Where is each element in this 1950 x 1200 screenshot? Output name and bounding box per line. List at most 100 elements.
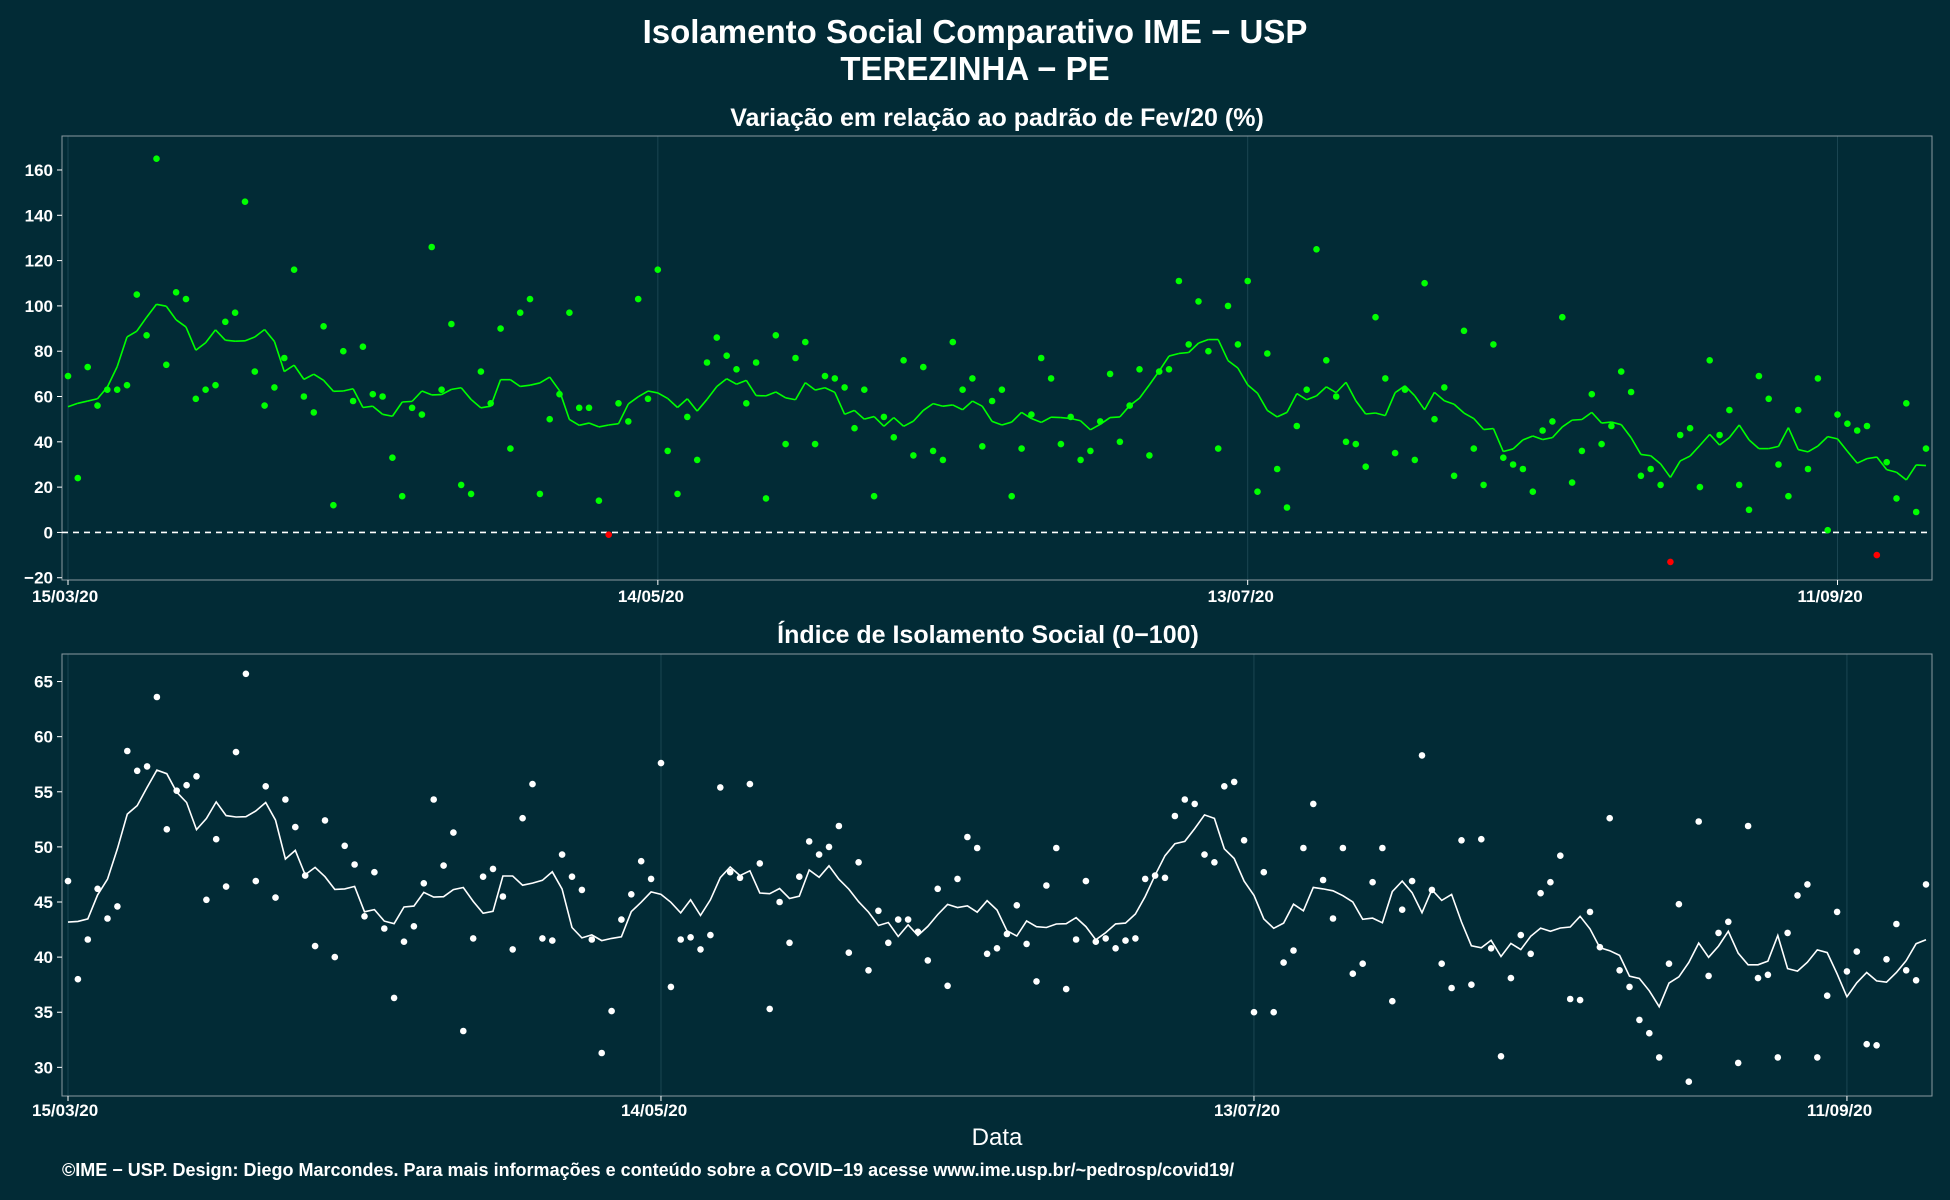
y-tick-label: 65 — [34, 673, 53, 692]
data-point — [1873, 1042, 1880, 1049]
data-point — [74, 474, 82, 482]
data-point — [1132, 935, 1139, 942]
data-point — [1053, 844, 1060, 852]
data-point — [1804, 465, 1812, 473]
data-point — [568, 873, 576, 880]
data-point — [499, 893, 507, 900]
moving-average-segment — [1503, 448, 1514, 453]
data-point — [113, 386, 121, 394]
data-point — [290, 266, 298, 274]
moving-average-segment — [1090, 423, 1101, 431]
data-point — [320, 323, 327, 330]
moving-average-segment — [1031, 417, 1042, 424]
data-point — [618, 916, 625, 923]
moving-average-segment — [873, 416, 885, 427]
data-point — [143, 332, 150, 339]
data-point — [341, 842, 349, 850]
moving-average-segment — [195, 342, 207, 351]
moving-average-segment — [834, 391, 846, 415]
moving-average-segment — [706, 385, 718, 400]
data-point — [539, 935, 546, 942]
moving-average-segment — [1110, 416, 1120, 419]
moving-average-segment — [283, 364, 295, 373]
moving-average-segment — [362, 405, 373, 409]
data-point — [1067, 413, 1074, 421]
data-point — [331, 953, 339, 961]
moving-average-segment — [991, 420, 1003, 426]
data-point — [183, 781, 190, 789]
data-point — [657, 759, 665, 767]
data-point — [1657, 481, 1664, 489]
data-point — [743, 400, 750, 407]
moving-average-segment — [1384, 392, 1396, 416]
data-point — [1863, 422, 1871, 430]
data-point — [549, 937, 556, 944]
data-point — [924, 957, 932, 964]
data-point — [647, 875, 655, 883]
moving-average-segment — [922, 402, 934, 412]
moving-average-segment — [1345, 381, 1357, 402]
moving-average-segment — [549, 376, 561, 392]
moving-average-segment — [372, 405, 384, 415]
data-point — [252, 877, 260, 885]
data-point — [84, 936, 92, 943]
data-point — [1676, 431, 1684, 439]
data-point — [321, 817, 329, 824]
data-point — [310, 409, 318, 416]
y-tick-label: 35 — [34, 1003, 53, 1022]
data-point — [301, 872, 309, 879]
data-point — [558, 851, 566, 858]
data-point — [929, 447, 937, 455]
data-point — [509, 946, 516, 953]
data-point — [241, 198, 249, 205]
moving-average-segment — [608, 422, 619, 426]
data-point — [736, 874, 744, 882]
moving-average-segment — [1453, 403, 1465, 414]
data-point — [1240, 837, 1248, 844]
data-point — [1205, 347, 1212, 355]
data-point — [723, 352, 730, 360]
data-point — [1537, 889, 1544, 897]
data-point — [802, 338, 809, 346]
data-point — [1126, 402, 1133, 409]
x-tick-label: 13/07/20 — [1208, 587, 1274, 606]
data-point — [1636, 1016, 1643, 1024]
data-point — [281, 354, 288, 362]
data-point — [578, 886, 586, 894]
moving-average-segment — [1719, 436, 1730, 446]
data-point — [1102, 935, 1109, 942]
moving-average-segment — [1591, 411, 1603, 424]
moving-average-segment — [1266, 409, 1278, 418]
moving-average-segment — [146, 303, 158, 318]
moving-average-segment — [470, 398, 482, 409]
moving-average-segment — [1080, 420, 1091, 431]
data-point — [1319, 876, 1327, 884]
data-point — [667, 983, 675, 991]
y-tick-label: 160 — [25, 161, 53, 180]
panel-2-title: Índice de Isolamento Social (0−100) — [777, 620, 1199, 649]
data-point — [628, 891, 635, 898]
moving-average-segment — [1836, 438, 1848, 452]
data-point — [625, 418, 632, 425]
y-tick-label: 60 — [34, 728, 53, 747]
data-point — [1028, 411, 1035, 418]
data-point — [1734, 1059, 1742, 1067]
data-point — [1372, 313, 1379, 321]
moving-average-segment — [480, 405, 491, 409]
moving-average-segment — [598, 424, 609, 428]
x-tick-label: 14/05/20 — [618, 587, 684, 606]
data-point — [1539, 427, 1546, 434]
data-point — [222, 318, 229, 326]
data-point — [292, 823, 299, 831]
moving-average-segment — [1551, 426, 1563, 439]
data-point — [1912, 977, 1920, 984]
moving-average-segment — [136, 316, 148, 332]
data-point — [1578, 447, 1586, 455]
moving-average-segment — [1375, 412, 1386, 417]
moving-average-segment — [814, 386, 826, 391]
data-point — [311, 942, 319, 950]
moving-average-segment — [912, 409, 924, 422]
data-point — [1122, 937, 1129, 944]
data-point — [707, 931, 714, 939]
data-point — [398, 492, 406, 500]
